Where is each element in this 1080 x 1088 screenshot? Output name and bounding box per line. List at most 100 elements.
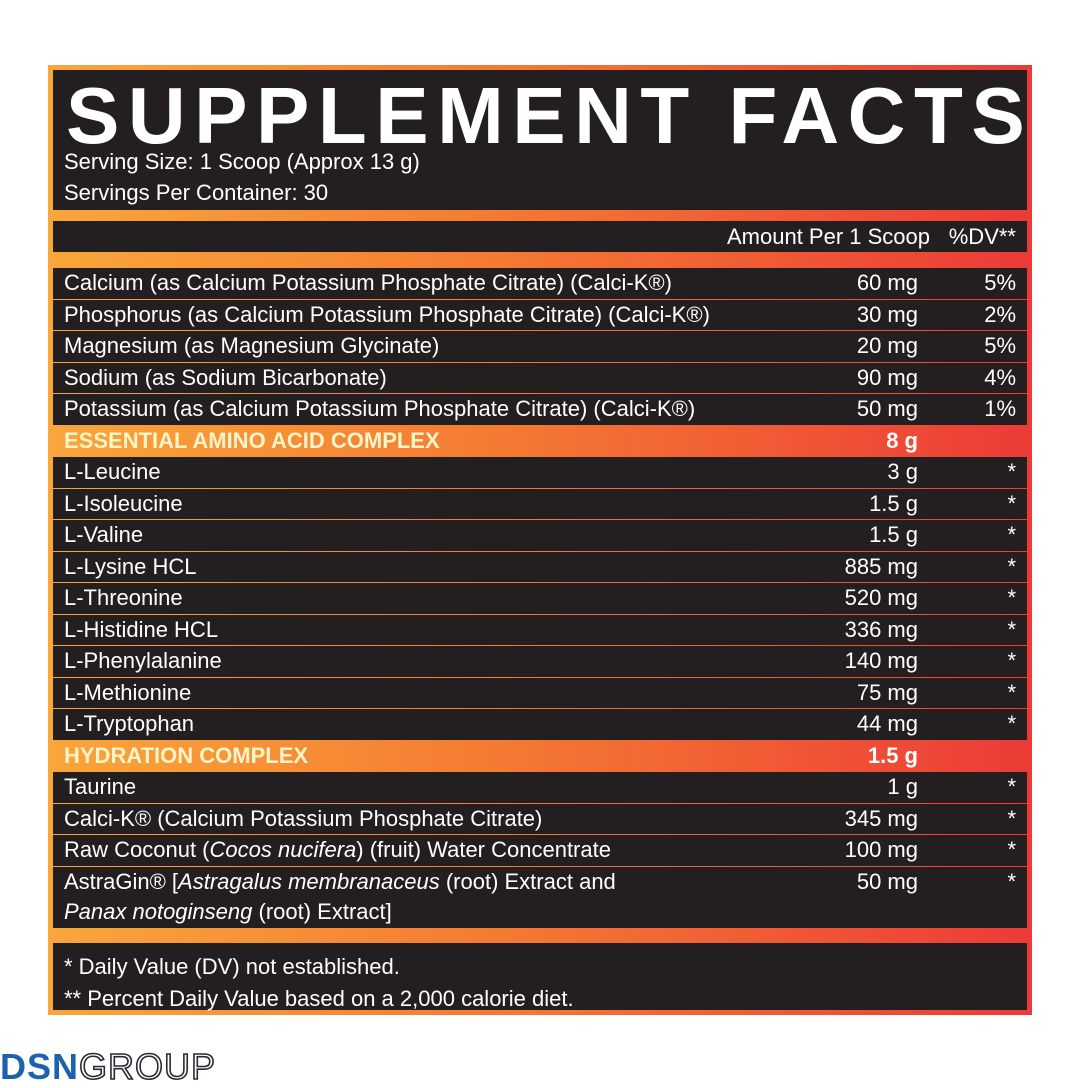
amount: 1.5 g: [867, 742, 918, 768]
amount: 1.5 g: [869, 522, 918, 547]
name-part: (root) Extract and: [439, 868, 616, 894]
daily-value: *: [1007, 459, 1016, 484]
amount: 336 mg: [844, 616, 918, 642]
servings-per-container: Servings Per Container: 30: [64, 180, 329, 205]
amount: 1 g: [887, 774, 918, 799]
nutrient-name: Phosphorus (as Calcium Potassium Phospha…: [64, 301, 710, 327]
nutrient-name: L-Valine: [64, 522, 144, 547]
nutrient-row: L-Isoleucine 1.5 g *: [53, 488, 1027, 519]
nutrient-name: AstraGin® [Astragalus membranaceus (root…: [53, 867, 684, 928]
amount: 885 mg: [844, 553, 918, 579]
footnote: * Daily Value (DV) not established.: [64, 954, 400, 979]
nutrient-name: Calci-K® (Calcium Potassium Phosphate Ci…: [64, 805, 543, 831]
nutrient-row: L-Tryptophan 44 mg *: [53, 709, 1027, 740]
nutrient-name: Sodium (as Sodium Bicarbonate): [64, 364, 387, 390]
amount: 100 mg: [844, 837, 918, 862]
amount: 60 mg: [856, 270, 918, 295]
nutrient-name: L-Methionine: [64, 679, 192, 705]
amount: 90 mg: [856, 364, 918, 390]
daily-value: *: [1007, 774, 1016, 799]
nutrient-row: Potassium (as Calcium Potassium Phosphat…: [53, 394, 1027, 425]
nutrient-name: L-Lysine HCL: [64, 553, 197, 579]
nutrient-row: Calcium (as Calcium Potassium Phosphate …: [53, 268, 1027, 299]
nutrient-name: Potassium (as Calcium Potassium Phosphat…: [64, 396, 696, 421]
amount: 520 mg: [844, 585, 918, 610]
nutrient-row: Sodium (as Sodium Bicarbonate) 90 mg 4%: [53, 362, 1027, 393]
nutrient-row: L-Threonine 520 mg *: [53, 583, 1027, 614]
nutrient-name: Magnesium (as Magnesium Glycinate): [64, 333, 440, 358]
daily-value: 5%: [984, 333, 1016, 358]
daily-value: *: [1007, 868, 1016, 894]
nutrient-row: Calci-K® (Calcium Potassium Phosphate Ci…: [53, 803, 1027, 834]
name-part: (root) Extract]: [252, 899, 392, 924]
nutrient-row: L-Valine 1.5 g *: [53, 520, 1027, 551]
amount: 75 mg: [856, 679, 918, 705]
nutrient-row: L-Methionine 75 mg *: [53, 677, 1027, 708]
daily-value: *: [1007, 805, 1016, 831]
daily-value: *: [1007, 711, 1016, 736]
logo-light: GROUP: [78, 1045, 217, 1088]
nutrient-name: L-Isoleucine: [64, 490, 183, 516]
section-name: HYDRATION COMPLEX: [64, 742, 309, 768]
serving-size: Serving Size: 1 Scoop (Approx 13 g): [64, 149, 420, 174]
logo-bold: DSN: [0, 1046, 80, 1087]
name-part: Raw Coconut (: [64, 837, 210, 862]
daily-value: *: [1007, 679, 1016, 705]
name-part: Panax notoginseng: [64, 899, 253, 924]
daily-value: 1%: [984, 396, 1016, 421]
nutrient-row: L-Histidine HCL 336 mg *: [53, 614, 1027, 645]
nutrient-row: Raw Coconut (Cocos nucifera) (fruit) Wat…: [53, 835, 1027, 866]
daily-value: *: [1007, 490, 1016, 516]
amount-header: Amount Per 1 Scoop: [726, 224, 930, 249]
daily-value: *: [1007, 522, 1016, 547]
title: SUPPLEMENT FACTS: [66, 71, 1034, 160]
header-block: SUPPLEMENT FACTS Serving Size: 1 Scoop (…: [53, 70, 1027, 210]
amount: 20 mg: [856, 333, 918, 358]
amount: 50 mg: [856, 868, 918, 894]
nutrient-row: Phosphorus (as Calcium Potassium Phospha…: [53, 299, 1027, 330]
daily-value: 5%: [984, 270, 1016, 295]
daily-value: *: [1007, 553, 1016, 579]
nutrient-row: L-Leucine 3 g *: [53, 457, 1027, 488]
dv-header: %DV**: [948, 224, 1016, 249]
nutrient-name: L-Histidine HCL: [64, 616, 219, 642]
footnotes: * Daily Value (DV) not established. ** P…: [53, 943, 1027, 1011]
facts-panel: SUPPLEMENT FACTS Serving Size: 1 Scoop (…: [48, 65, 1032, 1015]
nutrient-row: L-Phenylalanine 140 mg *: [53, 646, 1027, 677]
nutrient-name: L-Tryptophan: [64, 711, 195, 736]
amount: 140 mg: [844, 648, 918, 673]
daily-value: *: [1007, 616, 1016, 642]
name-part: AstraGin® [: [64, 868, 179, 894]
name-part: Cocos nucifera: [209, 837, 357, 862]
nutrient-row: L-Lysine HCL 885 mg *: [53, 551, 1027, 582]
amount: 50 mg: [856, 396, 918, 421]
amount: 30 mg: [856, 301, 918, 327]
name-part: ) (fruit) Water Concentrate: [356, 837, 611, 862]
amount: 44 mg: [856, 711, 918, 736]
nutrient-row: Taurine 1 g *: [53, 772, 1027, 803]
name-part: Astragalus membranaceus: [178, 868, 440, 894]
footnote: ** Percent Daily Value based on a 2,000 …: [64, 986, 574, 1011]
daily-value: 2%: [984, 301, 1016, 327]
nutrient-name: L-Phenylalanine: [64, 648, 222, 673]
logo: DSNGROUP: [0, 1045, 217, 1088]
nutrient-row: Magnesium (as Magnesium Glycinate) 20 mg 5…: [53, 331, 1027, 362]
section-row: ESSENTIAL AMINO ACID COMPLEX 8 g: [53, 426, 1027, 457]
daily-value: *: [1007, 648, 1016, 673]
amount: 345 mg: [844, 805, 918, 831]
section-row: HYDRATION COMPLEX 1.5 g: [53, 741, 1027, 772]
nutrient-row: AstraGin® [Astragalus membranaceus (root…: [53, 866, 1027, 928]
nutrient-name: Raw Coconut (Cocos nucifera) (fruit) Wat…: [53, 835, 684, 866]
amount: 3 g: [887, 459, 918, 484]
daily-value: 4%: [984, 364, 1016, 390]
daily-value: *: [1007, 837, 1016, 862]
nutrient-name: L-Threonine: [64, 585, 183, 610]
nutrient-name: L-Leucine: [64, 459, 161, 484]
column-header: Amount Per 1 Scoop %DV**: [53, 221, 1027, 252]
rows: Calcium (as Calcium Potassium Phosphate …: [53, 268, 1027, 928]
section-name: ESSENTIAL AMINO ACID COMPLEX: [64, 427, 440, 453]
nutrient-name: Taurine: [64, 774, 137, 799]
daily-value: *: [1007, 585, 1016, 610]
amount: 8 g: [886, 427, 918, 453]
